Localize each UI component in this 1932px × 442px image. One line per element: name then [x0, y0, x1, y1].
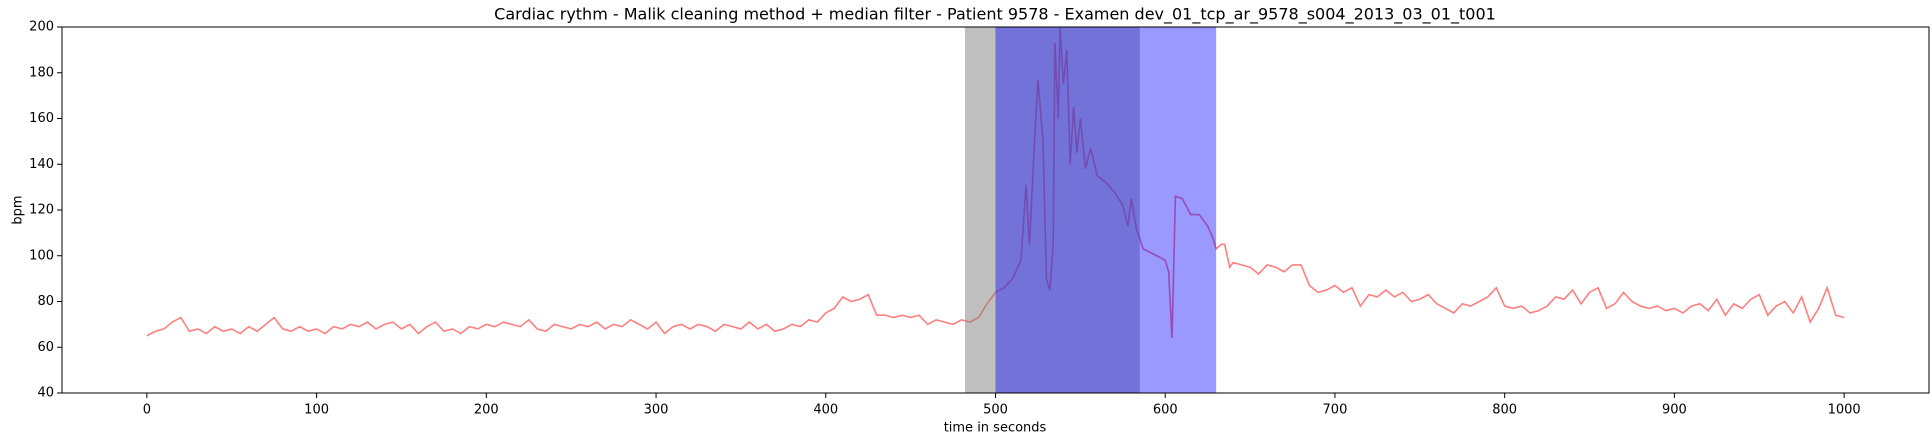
y-tick-label: 180	[29, 65, 54, 80]
y-tick-label: 80	[37, 294, 54, 309]
x-tick-label: 500	[983, 403, 1008, 418]
y-tick-label: 40	[37, 386, 54, 401]
x-tick-label: 0	[143, 403, 151, 418]
x-axis-label: time in seconds	[944, 421, 1047, 436]
chart-title: Cardiac rythm - Malik cleaning method + …	[494, 5, 1496, 25]
y-tick-label: 100	[29, 248, 54, 263]
plot-area	[146, 26, 1845, 393]
shaded-span	[995, 27, 1217, 393]
x-tick-label: 900	[1662, 403, 1687, 418]
y-axis-label: bpm	[11, 195, 26, 224]
y-tick-label: 160	[29, 111, 54, 126]
y-tick-label: 120	[29, 203, 54, 218]
x-tick-label: 700	[1323, 403, 1348, 418]
shaded-span	[964, 27, 1140, 393]
y-tick-label: 60	[37, 340, 54, 355]
y-tick-label: 200	[29, 20, 54, 35]
x-tick-label: 300	[644, 403, 669, 418]
x-tick-label: 400	[813, 403, 838, 418]
x-tick-label: 800	[1492, 403, 1517, 418]
x-tick-label: 1000	[1828, 403, 1861, 418]
x-tick-label: 200	[474, 403, 499, 418]
y-tick-label: 140	[29, 157, 54, 172]
x-tick-label: 600	[1153, 403, 1178, 418]
x-tick-label: 100	[304, 403, 329, 418]
